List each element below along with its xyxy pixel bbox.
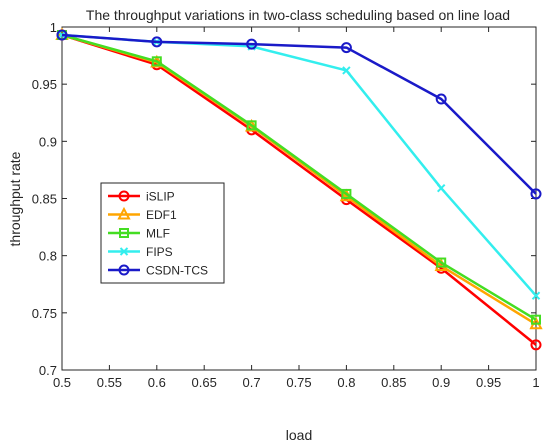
series-line — [61, 33, 537, 195]
legend-swatch-marker — [119, 247, 129, 256]
x-tick-label: 0.65 — [192, 375, 217, 390]
data-point — [57, 30, 67, 40]
legend: iSLIP EDF1 MLF FIPS CSDN-TCS — [100, 182, 225, 284]
legend-item: MLF — [108, 227, 170, 241]
data-point — [151, 56, 162, 67]
chart-title: The throughput variations in two-class s… — [86, 7, 510, 23]
data-point — [531, 314, 541, 325]
x-tick-label: 0.6 — [148, 375, 166, 390]
x-tick-label: 0.5 — [53, 375, 71, 390]
series-line — [61, 33, 537, 346]
legend-label: EDF1 — [146, 208, 177, 222]
legend-item: EDF1 — [108, 206, 177, 222]
data-point — [341, 188, 352, 199]
data-point — [531, 291, 541, 300]
x-axis-label: load — [286, 427, 312, 443]
data-point — [530, 188, 542, 200]
series-line — [61, 33, 537, 321]
x-tick-label: 0.75 — [286, 375, 311, 390]
data-point — [56, 29, 68, 41]
data-point — [246, 120, 257, 131]
legend-label: CSDN-TCS — [146, 264, 208, 278]
x-tick-label: 0.95 — [476, 375, 501, 390]
legend-swatch-marker — [119, 228, 129, 238]
legend-item: iSLIP — [108, 190, 175, 204]
legend-swatch-marker — [117, 206, 131, 220]
y-axis-label: throughput rate — [7, 151, 23, 246]
data-point — [151, 36, 163, 48]
y-axis-ticks: 0.7 0.75 0.8 0.85 0.9 0.95 1 — [32, 20, 536, 378]
data-point — [435, 93, 447, 105]
x-tick-label: 0.9 — [432, 375, 450, 390]
y-tick-label: 1 — [50, 20, 57, 35]
data-point — [530, 339, 542, 351]
series-layer — [55, 27, 543, 351]
data-point — [436, 184, 446, 193]
legend-item: FIPS — [108, 245, 173, 259]
y-tick-label: 0.85 — [32, 192, 57, 207]
series-csdn-tcs — [56, 29, 542, 200]
x-tick-label: 0.85 — [381, 375, 406, 390]
x-tick-label: 0.55 — [97, 375, 122, 390]
legend-swatch-marker — [118, 264, 130, 276]
data-point — [342, 66, 351, 75]
legend-swatch-marker — [118, 190, 130, 202]
legend-label: iSLIP — [146, 190, 175, 204]
legend-label: MLF — [146, 227, 170, 241]
x-tick-label: 0.8 — [337, 375, 355, 390]
data-point — [340, 42, 352, 54]
legend-label: FIPS — [146, 245, 173, 259]
data-point — [436, 257, 447, 268]
x-axis-ticks: 0.5 0.55 0.6 0.65 0.7 0.75 0.8 0.85 0.9 0.95 1 — [53, 27, 540, 390]
y-tick-label: 0.75 — [32, 306, 57, 321]
y-tick-label: 0.95 — [32, 77, 57, 92]
data-point — [246, 38, 258, 50]
x-tick-label: 0.7 — [243, 375, 261, 390]
y-tick-label: 0.8 — [39, 249, 57, 264]
series-mlf — [57, 30, 541, 325]
legend-item: CSDN-TCS — [108, 264, 208, 278]
y-tick-label: 0.9 — [39, 134, 57, 149]
x-tick-label: 1 — [532, 375, 539, 390]
y-tick-label: 0.7 — [39, 363, 57, 378]
